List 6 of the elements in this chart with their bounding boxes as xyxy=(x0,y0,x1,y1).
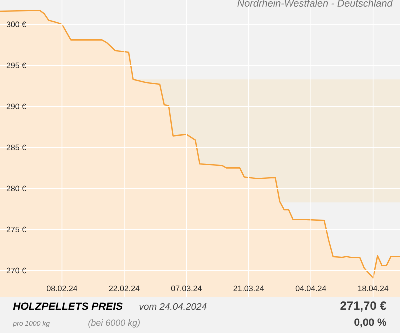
chart-title: Nordrhein-Westfalen - Deutschland xyxy=(238,0,394,7)
text: vom 24.04.2024 xyxy=(140,303,207,310)
text: (bei 6000 kg) xyxy=(88,320,140,328)
text: 271,70 € xyxy=(340,302,387,312)
text: 0,00 % xyxy=(354,318,387,328)
text: HOLZPELLETS PREIS xyxy=(13,302,123,310)
